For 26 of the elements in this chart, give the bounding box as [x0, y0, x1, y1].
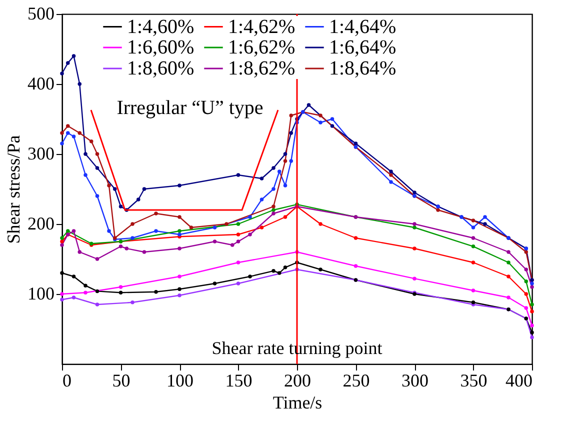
x-axis-title: Time/s — [272, 392, 322, 412]
y-tick-label: 200 — [28, 214, 54, 234]
legend-label: 1:8,64% — [329, 58, 396, 80]
x-tick-label: 250 — [342, 370, 370, 390]
y-tick-label: 300 — [28, 144, 54, 164]
x-tick-label: 100 — [166, 370, 194, 390]
annotation: Irregular “U” type — [116, 97, 264, 119]
legend-label: 1:8,60% — [127, 58, 194, 80]
x-tick-label: 300 — [402, 370, 428, 390]
y-tick-label: 500 — [28, 4, 54, 24]
x-tick-label: 50 — [112, 370, 130, 390]
legend-label: 1:6,62% — [228, 36, 296, 58]
x-tick-label: 350 — [460, 370, 488, 390]
legend-label: 1:6,60% — [127, 36, 194, 58]
legend-label: 1:4,60% — [127, 16, 194, 38]
x-tick-label: 200 — [284, 370, 311, 390]
x-tick-label: 150 — [225, 370, 252, 390]
legend-label: 1:6,64% — [329, 36, 396, 58]
legend-label: 1:4,64% — [329, 16, 396, 38]
y-axis-title: Shear stress/Pa — [4, 135, 24, 244]
x-tick-label: 400 — [506, 370, 532, 390]
legend-label: 1:8,62% — [228, 58, 296, 80]
y-tick-label: 100 — [28, 284, 54, 304]
y-tick-label: 400 — [28, 74, 54, 94]
legend-label: 1:4,62% — [228, 16, 296, 38]
x-tick-label: 0 — [62, 370, 72, 390]
